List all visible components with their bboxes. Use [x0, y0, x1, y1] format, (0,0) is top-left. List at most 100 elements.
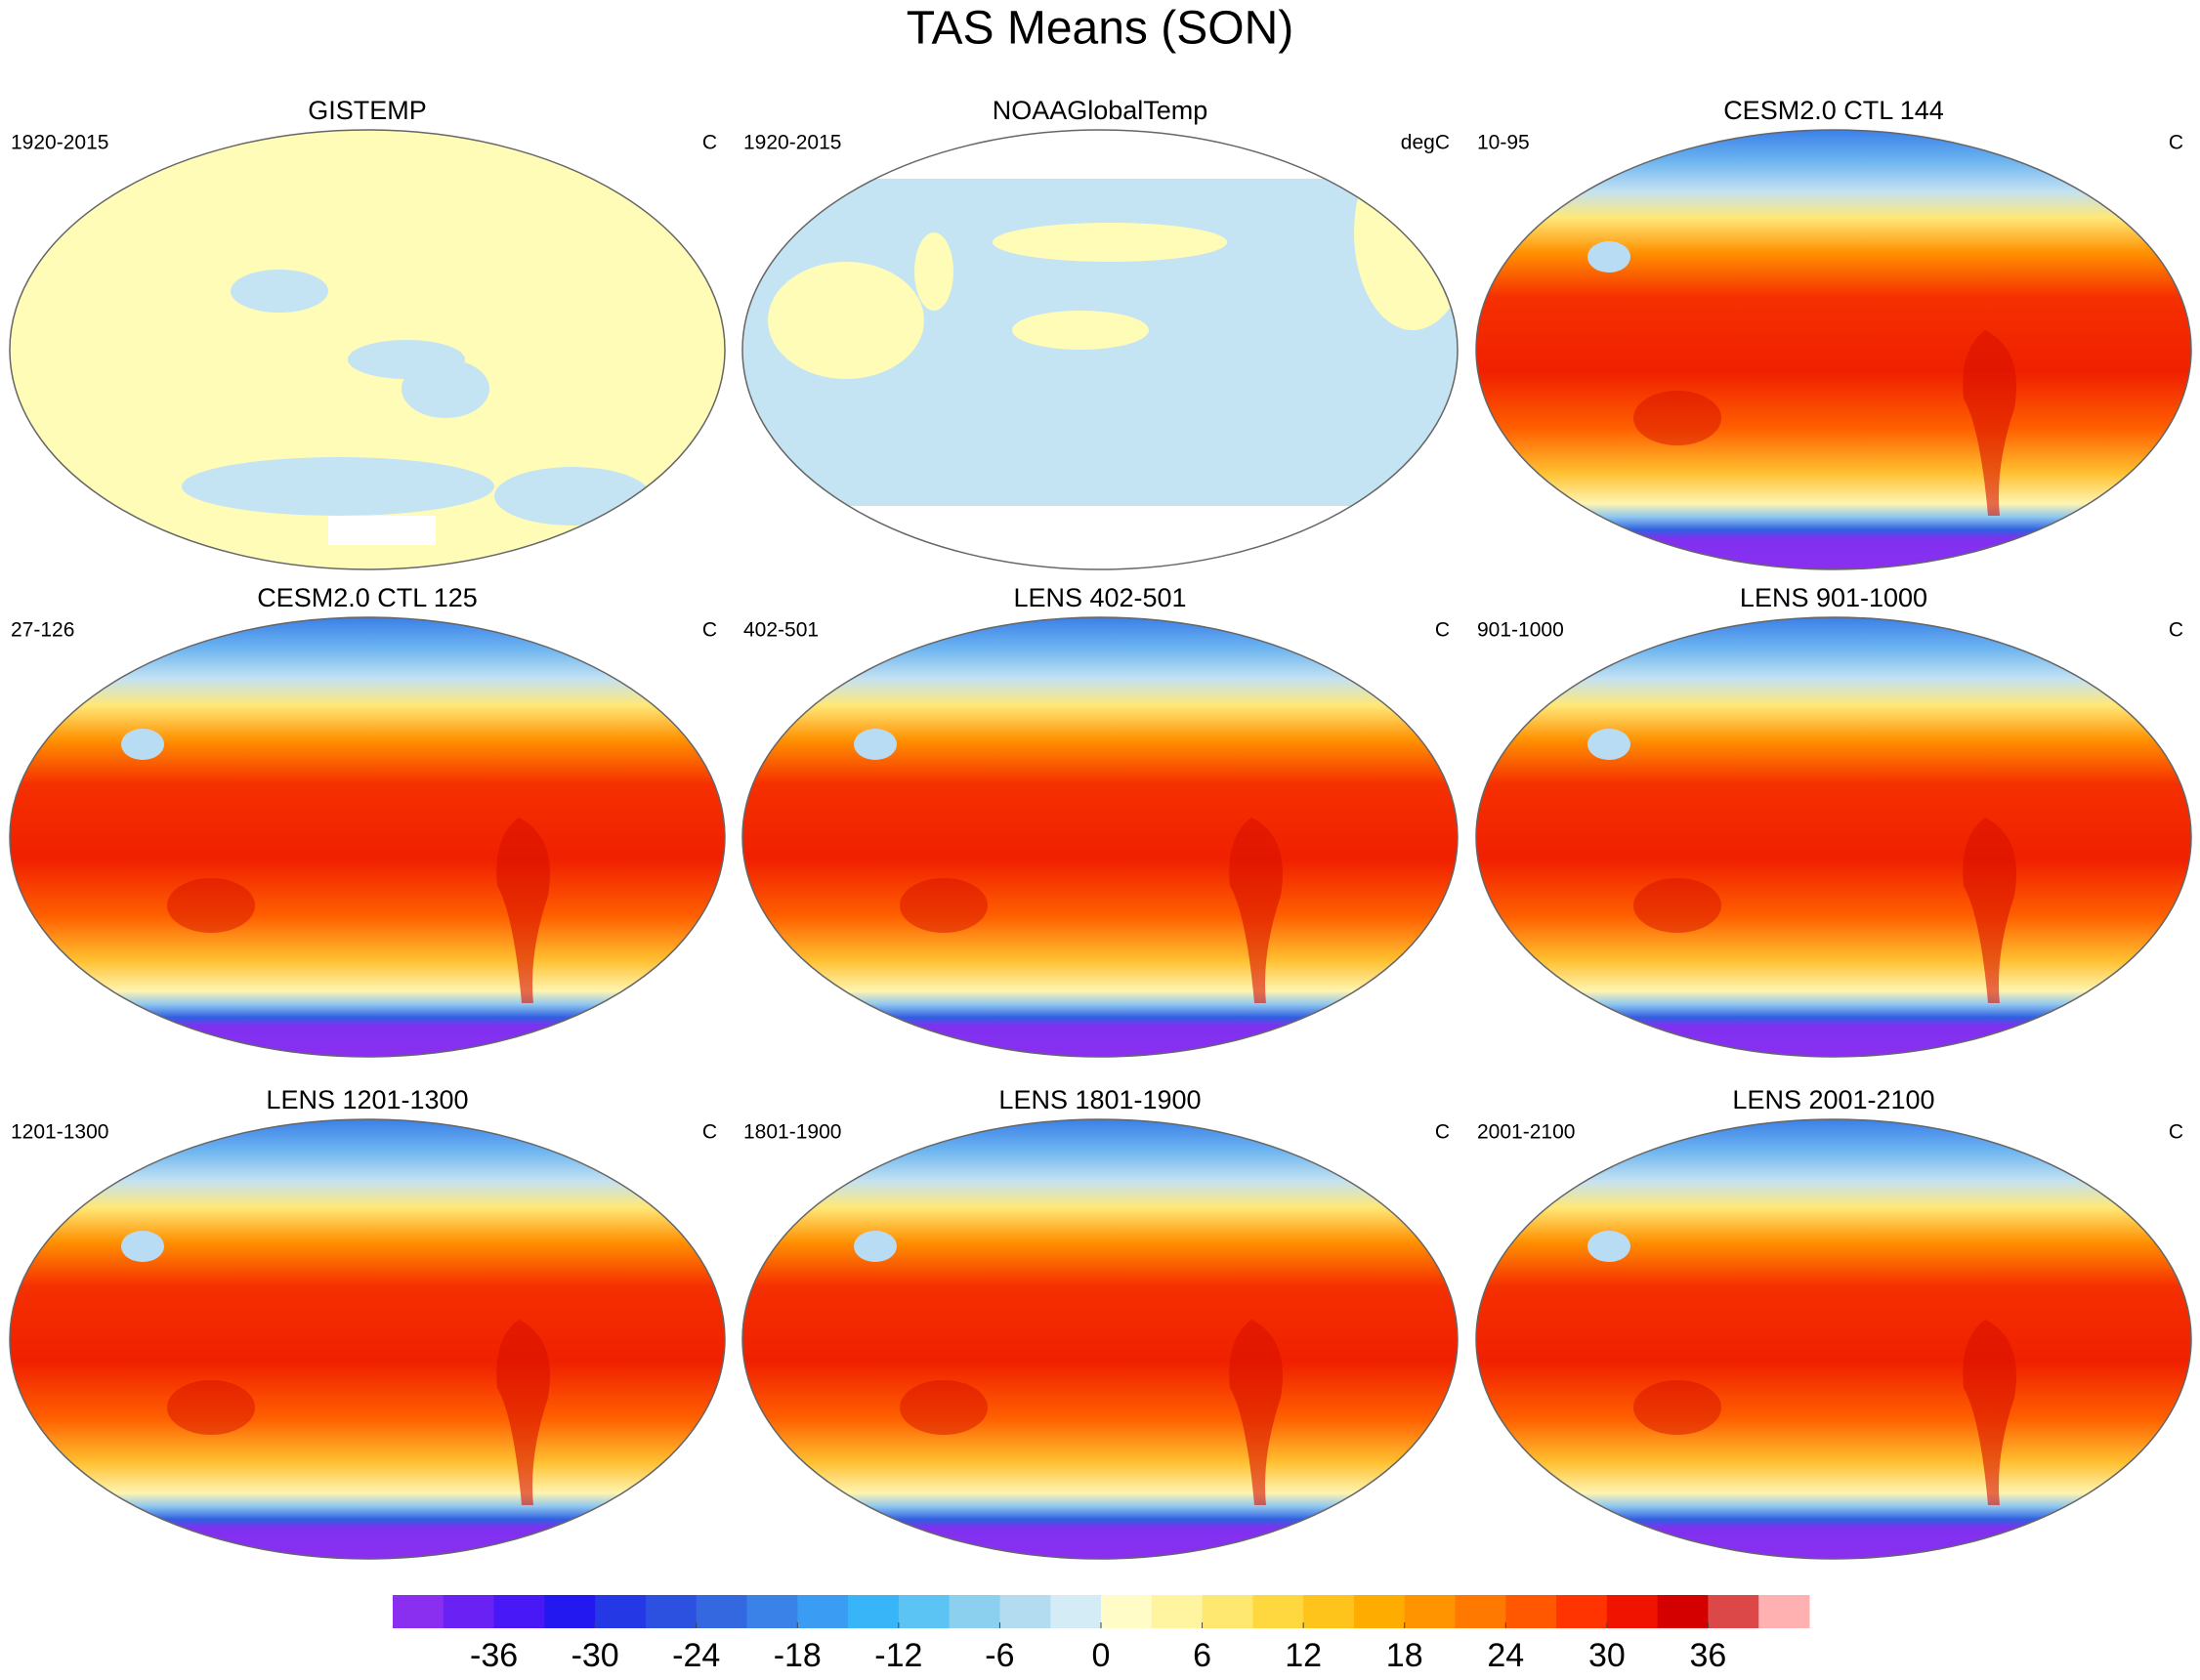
- panel-right-label: C: [2169, 1121, 2183, 1144]
- missing-data: [742, 506, 1458, 569]
- panel-left-label: 901-1000: [1477, 619, 1564, 642]
- colorbar-box: [493, 1595, 545, 1628]
- colorbar-box: [1758, 1595, 1810, 1628]
- colorbar-box: [1101, 1595, 1153, 1628]
- colorbar-box: [544, 1595, 596, 1628]
- map-panel: LENS 1801-1900 1801-1900 C: [741, 1085, 1459, 1560]
- colorbar-label: -12: [874, 1637, 922, 1674]
- warm-land: [900, 878, 988, 933]
- anomaly-patch: [1012, 311, 1149, 350]
- map-border: [9, 616, 726, 1058]
- colorbar-box: [1556, 1595, 1608, 1628]
- map-field: [742, 1119, 1458, 1559]
- temperature-field: [1476, 1119, 2191, 1559]
- colorbar-label: 36: [1690, 1637, 1727, 1674]
- warm-land: [496, 818, 550, 1003]
- map-panel: LENS 901-1000 901-1000 C: [1475, 583, 2192, 1058]
- temperature-field: [10, 617, 725, 1057]
- colorbar-label: 12: [1285, 1637, 1322, 1674]
- map-field: [10, 130, 725, 569]
- panel-title: LENS 2001-2100: [1732, 1085, 1934, 1114]
- colorbar-label: 24: [1487, 1637, 1524, 1674]
- map-field: [1476, 130, 2191, 569]
- panel-left-label: 402-501: [743, 619, 819, 642]
- colorbar-label: -18: [774, 1637, 822, 1674]
- colorbar: -36 -30 -24 -18 -12 -6 0 6 12 18 24 30 36: [393, 1595, 1810, 1674]
- colorbar-label: -6: [985, 1637, 1014, 1674]
- colorbar-box: [1202, 1595, 1253, 1628]
- panel-left-label: 1920-2015: [11, 132, 108, 154]
- panel-right-label: C: [702, 132, 717, 154]
- map-panel: LENS 1201-1300 1201-1300 C: [9, 1085, 726, 1560]
- map-panel: NOAAGlobalTemp 1920-2015 degC: [741, 96, 1459, 570]
- panel-left-label: 1201-1300: [11, 1121, 108, 1144]
- panel-right-label: C: [1435, 1121, 1450, 1144]
- map-field: [742, 617, 1458, 1057]
- colorbar-label: 6: [1193, 1637, 1211, 1674]
- cold-region: [121, 1231, 164, 1262]
- colorbar-box: [1151, 1595, 1204, 1628]
- temperature-field: [10, 1119, 725, 1559]
- panel-title: LENS 1801-1900: [998, 1085, 1201, 1114]
- map-panel: LENS 402-501 402-501 C: [741, 583, 1459, 1058]
- colorbar-label: -36: [470, 1637, 518, 1674]
- cold-region: [1587, 241, 1630, 273]
- map-border: [9, 1118, 726, 1560]
- map-border: [1475, 1118, 2192, 1560]
- figure-title: TAS Means (SON): [907, 3, 1294, 55]
- anomaly-patch: [1354, 135, 1458, 330]
- colorbar-label: 0: [1092, 1637, 1111, 1674]
- temperature-field: [1476, 130, 2191, 569]
- panel-title: LENS 901-1000: [1740, 583, 1927, 612]
- map-border: [741, 129, 1459, 570]
- map-panel: GISTEMP 1920-2015 C: [9, 96, 726, 570]
- panel-title: CESM2.0 CTL 144: [1723, 96, 1944, 125]
- panel-right-label: C: [702, 1121, 717, 1144]
- colorbar-box: [595, 1595, 647, 1628]
- colorbar-box: [797, 1595, 849, 1628]
- panel-title: LENS 402-501: [1013, 583, 1186, 612]
- temperature-field: [1476, 617, 2191, 1057]
- colorbar-box: [443, 1595, 495, 1628]
- cold-region: [1587, 729, 1630, 760]
- colorbar-box: [1657, 1595, 1709, 1628]
- warm-land: [900, 1380, 988, 1435]
- warm-land: [1229, 818, 1283, 1003]
- colorbar-box: [696, 1595, 747, 1628]
- warm-land: [167, 878, 255, 933]
- warm-land: [1633, 391, 1721, 445]
- warm-land: [1963, 1320, 2016, 1505]
- map-border: [741, 1118, 1459, 1560]
- panel-left-label: 2001-2100: [1477, 1121, 1575, 1144]
- colorbar-box: [1303, 1595, 1355, 1628]
- colorbar-box: [1505, 1595, 1557, 1628]
- anomaly-patch: [768, 262, 924, 379]
- anomaly-patch: [402, 359, 489, 418]
- cold-region: [121, 729, 164, 760]
- warm-land: [1633, 878, 1721, 933]
- missing-data: [742, 130, 1458, 179]
- colorbar-box: [393, 1595, 444, 1628]
- map-border: [1475, 616, 2192, 1058]
- cold-region: [1587, 1231, 1630, 1262]
- map-border: [741, 616, 1459, 1058]
- colorbar-box: [1353, 1595, 1406, 1628]
- panel-right-label: C: [702, 619, 717, 642]
- colorbar-box: [1455, 1595, 1506, 1628]
- anomaly-patch: [182, 457, 494, 516]
- colorbar-box: [1050, 1595, 1102, 1628]
- colorbar-label: -30: [571, 1637, 619, 1674]
- anomaly-patch: [914, 232, 953, 311]
- panels: GISTEMP 1920-2015 C NOAAGlobalTemp 1920-2015…: [9, 96, 2192, 1560]
- cold-region: [854, 729, 897, 760]
- warm-land: [496, 1320, 550, 1505]
- panel-left-label: 27-126: [11, 619, 74, 642]
- map-field: [10, 617, 725, 1057]
- colorbar-box: [999, 1595, 1051, 1628]
- panel-right-label: C: [2169, 132, 2183, 154]
- temperature-field: [742, 1119, 1458, 1559]
- colorbar-box: [1404, 1595, 1456, 1628]
- panel-title: NOAAGlobalTemp: [993, 96, 1208, 125]
- warm-land: [1963, 818, 2016, 1003]
